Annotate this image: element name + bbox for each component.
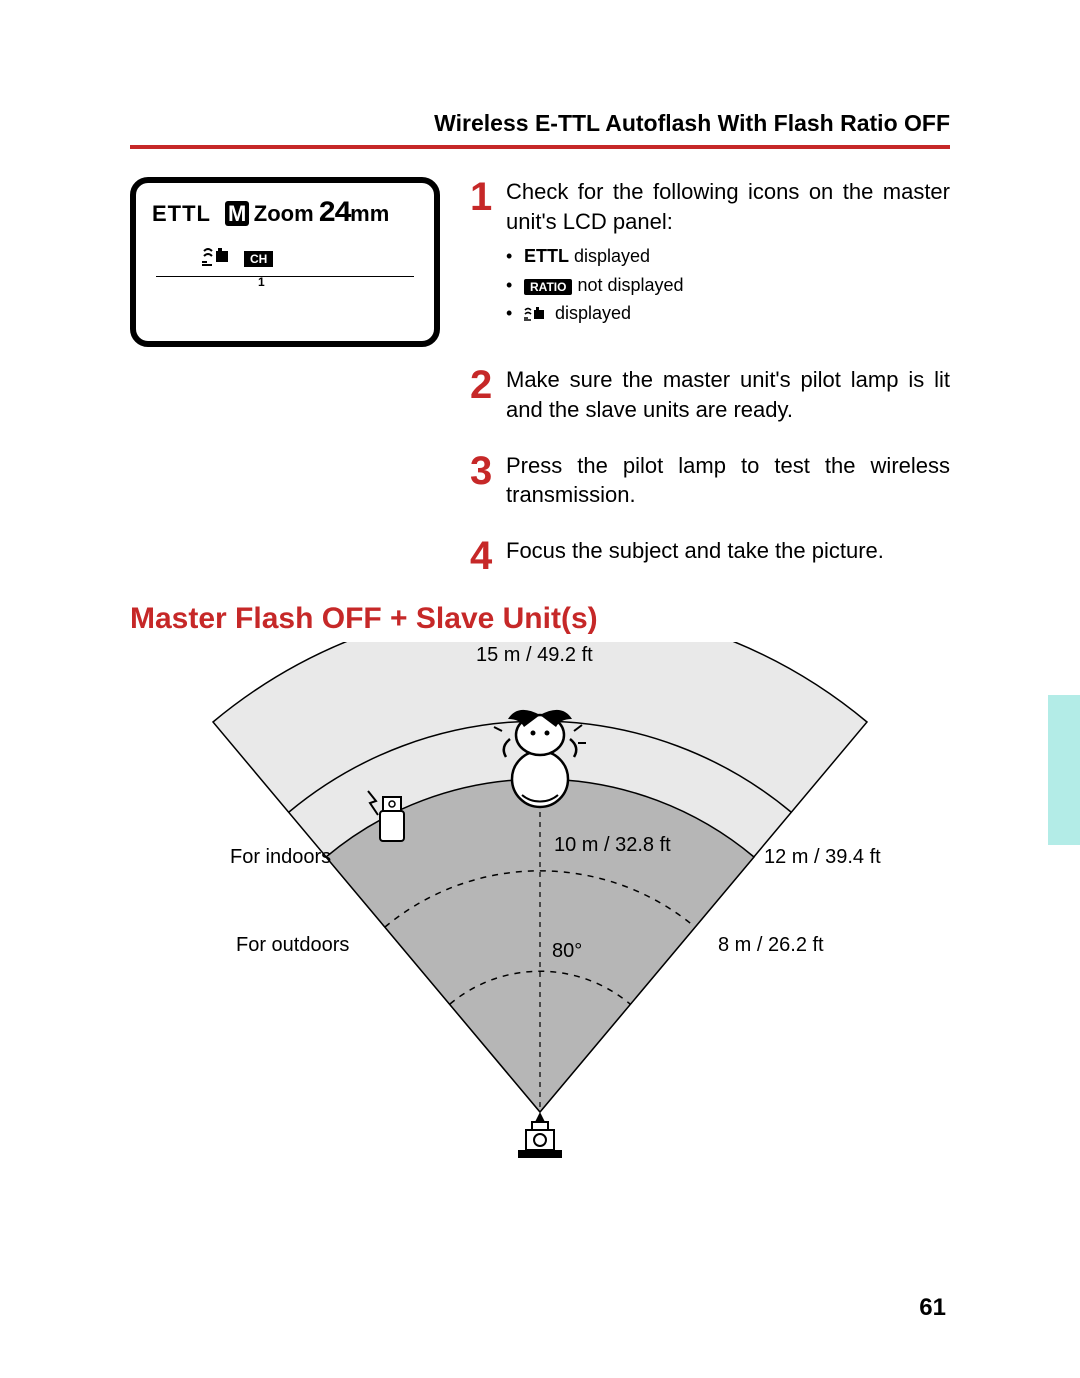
lcd-ettl-label: ETTL: [152, 201, 211, 227]
label-angle: 80°: [552, 940, 582, 963]
bullet-wireless-icon: displayed: [506, 301, 950, 325]
step-text: Press the pilot lamp to test the wireles…: [506, 451, 950, 510]
bullet-ratio: RATIO not displayed: [506, 273, 950, 297]
section-title: Master Flash OFF + Slave Unit(s): [130, 602, 950, 636]
page-title: Wireless E-TTL Autoflash With Flash Rati…: [130, 110, 950, 137]
lcd-zoom-value: 24: [318, 197, 350, 231]
lcd-panel: ETTL M Zoom 24mm CH 1: [130, 177, 440, 347]
step-number: 4: [470, 536, 496, 576]
bullet-prefix: ETTL: [524, 246, 569, 266]
lower-steps: 2 Make sure the master unit's pilot lamp…: [470, 365, 950, 576]
side-tab: [1048, 695, 1080, 845]
bullet-suffix: displayed: [569, 246, 650, 266]
step-1-bullets: ETTL displayed RATIO not displayed: [506, 244, 950, 325]
step-body: Check for the following icons on the mas…: [506, 177, 950, 329]
lcd-zoom-unit: mm: [350, 201, 389, 226]
page-content: Wireless E-TTL Autoflash With Flash Rati…: [130, 110, 950, 1167]
label-outdoor: For outdoors: [236, 934, 349, 957]
bullet-suffix: not displayed: [572, 275, 683, 295]
step-3: 3 Press the pilot lamp to test the wirel…: [470, 451, 950, 510]
wireless-icon: [202, 245, 236, 272]
bullet-suffix: displayed: [555, 303, 631, 323]
label-mid: 10 m / 32.8 ft: [554, 834, 671, 857]
top-row: ETTL M Zoom 24mm CH 1: [130, 177, 950, 355]
step-text: Focus the subject and take the picture.: [506, 536, 950, 576]
lcd-top-row: ETTL M Zoom 24mm: [152, 197, 418, 231]
step-text: Check for the following icons on the mas…: [506, 179, 950, 234]
diagram-svg: [190, 642, 890, 1162]
step-1: 1 Check for the following icons on the m…: [470, 177, 950, 329]
header-rule: [130, 145, 950, 149]
wireless-small-icon: [524, 303, 555, 323]
label-right-inner: 8 m / 26.2 ft: [718, 934, 824, 957]
lcd-zoom-label: Zoom: [254, 201, 314, 226]
bullet-ettl: ETTL displayed: [506, 244, 950, 268]
step-1-block: 1 Check for the following icons on the m…: [470, 177, 950, 355]
label-right-outer: 12 m / 39.4 ft: [764, 846, 881, 869]
page-number: 61: [919, 1294, 946, 1322]
range-diagram: 15 m / 49.2 ft 10 m / 32.8 ft For indoor…: [190, 642, 890, 1167]
step-4: 4 Focus the subject and take the picture…: [470, 536, 950, 576]
lcd-sub-value: 1: [152, 275, 418, 289]
ch-badge: CH: [244, 251, 273, 267]
step-number: 1: [470, 177, 496, 329]
lcd-m-badge: M: [225, 201, 249, 226]
step-text: Make sure the master unit's pilot lamp i…: [506, 365, 950, 424]
lcd-zoom-group: M Zoom 24mm: [225, 197, 389, 231]
step-number: 3: [470, 451, 496, 510]
ratio-badge: RATIO: [524, 279, 572, 295]
label-top: 15 m / 49.2 ft: [476, 644, 593, 667]
lcd-mid-row: CH: [152, 245, 418, 272]
step-number: 2: [470, 365, 496, 424]
label-indoor: For indoors: [230, 846, 331, 869]
step-2: 2 Make sure the master unit's pilot lamp…: [470, 365, 950, 424]
